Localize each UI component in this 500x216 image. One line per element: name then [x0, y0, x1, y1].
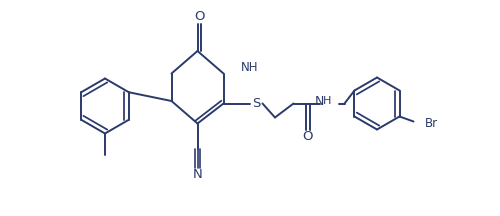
Text: N: N — [315, 95, 324, 108]
Text: N: N — [192, 168, 202, 181]
Text: O: O — [302, 130, 313, 143]
Text: Br: Br — [424, 117, 438, 130]
Text: O: O — [194, 10, 204, 23]
Text: NH: NH — [241, 61, 258, 74]
Text: S: S — [252, 97, 260, 110]
Text: H: H — [323, 96, 331, 106]
